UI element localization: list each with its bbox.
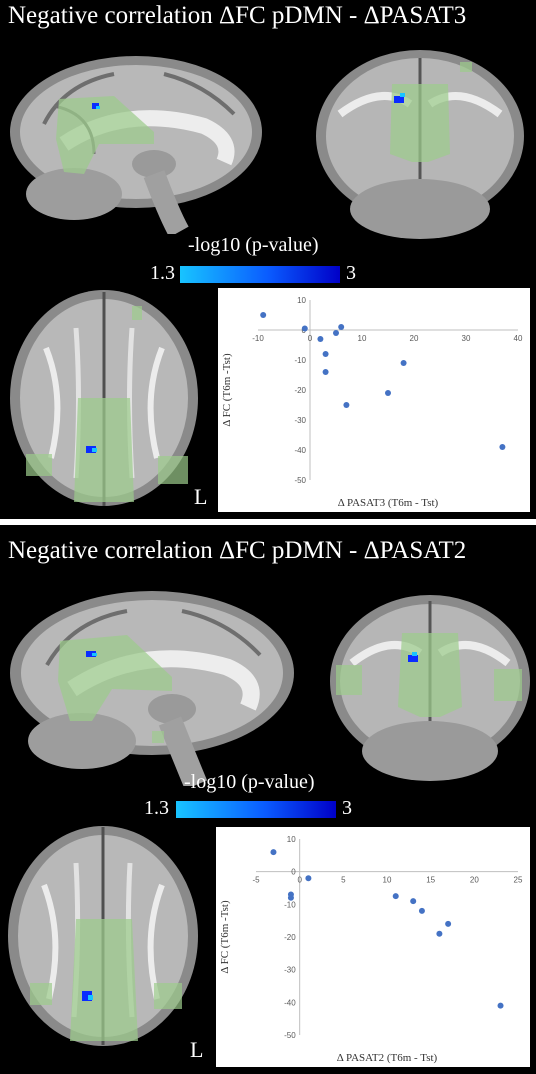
data-point [497, 1002, 504, 1009]
y-tick-label: -10 [294, 356, 306, 365]
data-point [322, 351, 329, 357]
y-tick-label: -50 [294, 476, 306, 485]
axial-brain-slice [10, 290, 198, 506]
x-axis-title: Δ PASAT2 (T6m - Tst) [337, 1052, 438, 1064]
sagittal-brain-slice [10, 56, 262, 234]
colorbar-gradient [180, 266, 340, 283]
colorbar-min-label: 1.3 [150, 262, 175, 284]
data-point [392, 893, 399, 900]
x-tick-label: 5 [341, 876, 346, 885]
data-point [305, 875, 312, 882]
y-tick-label: -30 [294, 416, 306, 425]
colorbar-max-label: 3 [342, 797, 352, 819]
figure-panel-pasat2: Negative correlation ΔFC pDMN - ΔPASAT2 … [0, 525, 536, 1074]
x-tick-label: 15 [426, 876, 435, 885]
data-point [343, 402, 350, 408]
coronal-brain-slice [316, 50, 524, 239]
x-tick-label: 25 [514, 876, 523, 885]
colorbar-min-label: 1.3 [144, 797, 169, 819]
x-tick-label: -10 [252, 334, 264, 343]
x-tick-label: 40 [514, 334, 523, 343]
colorbar-max-label: 3 [346, 262, 356, 284]
panel-title: Negative correlation ΔFC pDMN - ΔPASAT3 [8, 2, 467, 29]
y-tick-label: -20 [284, 933, 296, 942]
panel-divider [0, 519, 536, 525]
figure-panel-pasat3: Negative correlation ΔFC pDMN - ΔPASAT3 … [0, 0, 536, 519]
data-point [410, 898, 417, 905]
y-tick-label: 10 [297, 296, 306, 305]
axial-brain-slice [8, 826, 198, 1046]
data-point [317, 336, 324, 342]
data-point [270, 849, 277, 856]
y-tick-label: -30 [284, 966, 296, 975]
scatter-plot-pasat3: -10010203040100-10-20-30-40-50Δ PASAT3 (… [218, 288, 530, 512]
x-tick-label: 0 [297, 876, 302, 885]
data-point [445, 920, 452, 927]
panel-title: Negative correlation ΔFC pDMN - ΔPASAT2 [8, 537, 467, 564]
data-point [333, 330, 339, 336]
x-tick-label: 10 [358, 334, 367, 343]
data-point [385, 390, 391, 396]
coronal-brain-slice [330, 595, 530, 781]
data-point [436, 930, 443, 937]
y-axis-title: Δ FC (T6m -Tst) [219, 900, 231, 974]
x-axis-title: Δ PASAT3 (T6m - Tst) [338, 497, 439, 509]
colorbar-gradient [176, 801, 336, 818]
data-point [287, 894, 294, 901]
data-point [301, 325, 308, 332]
x-tick-label: 10 [383, 876, 392, 885]
x-tick-label: -5 [252, 876, 260, 885]
y-tick-label: -50 [284, 1031, 296, 1040]
x-tick-label: 20 [470, 876, 479, 885]
scatter-chart-svg: -10010203040100-10-20-30-40-50Δ PASAT3 (… [221, 296, 523, 509]
y-tick-label: -10 [284, 900, 296, 909]
data-point [338, 324, 345, 330]
sagittal-brain-slice [10, 591, 294, 786]
x-tick-label: 0 [308, 334, 313, 343]
y-axis-title: Δ FC (T6m -Tst) [221, 353, 233, 427]
orientation-label: L [194, 484, 208, 509]
data-point [322, 369, 329, 375]
x-tick-label: 30 [462, 334, 471, 343]
y-tick-label: -20 [294, 386, 306, 395]
colorbar-title: -log10 (p-value) [188, 234, 319, 256]
x-tick-label: 20 [410, 334, 419, 343]
y-tick-label: 10 [287, 835, 296, 844]
data-point [418, 907, 425, 914]
data-point [499, 444, 506, 450]
y-tick-label: -40 [294, 446, 306, 455]
y-tick-label: -40 [284, 998, 296, 1007]
y-tick-label: 0 [291, 868, 296, 877]
orientation-label: L [190, 1037, 204, 1062]
data-point [260, 312, 267, 318]
colorbar-title: -log10 (p-value) [184, 771, 315, 793]
data-point [400, 360, 407, 366]
scatter-plot-pasat2: -5 0 5 10 15 20 25 10 0 -10 -20 -30 -40 -50 Δ PASAT2 (… [216, 827, 530, 1067]
